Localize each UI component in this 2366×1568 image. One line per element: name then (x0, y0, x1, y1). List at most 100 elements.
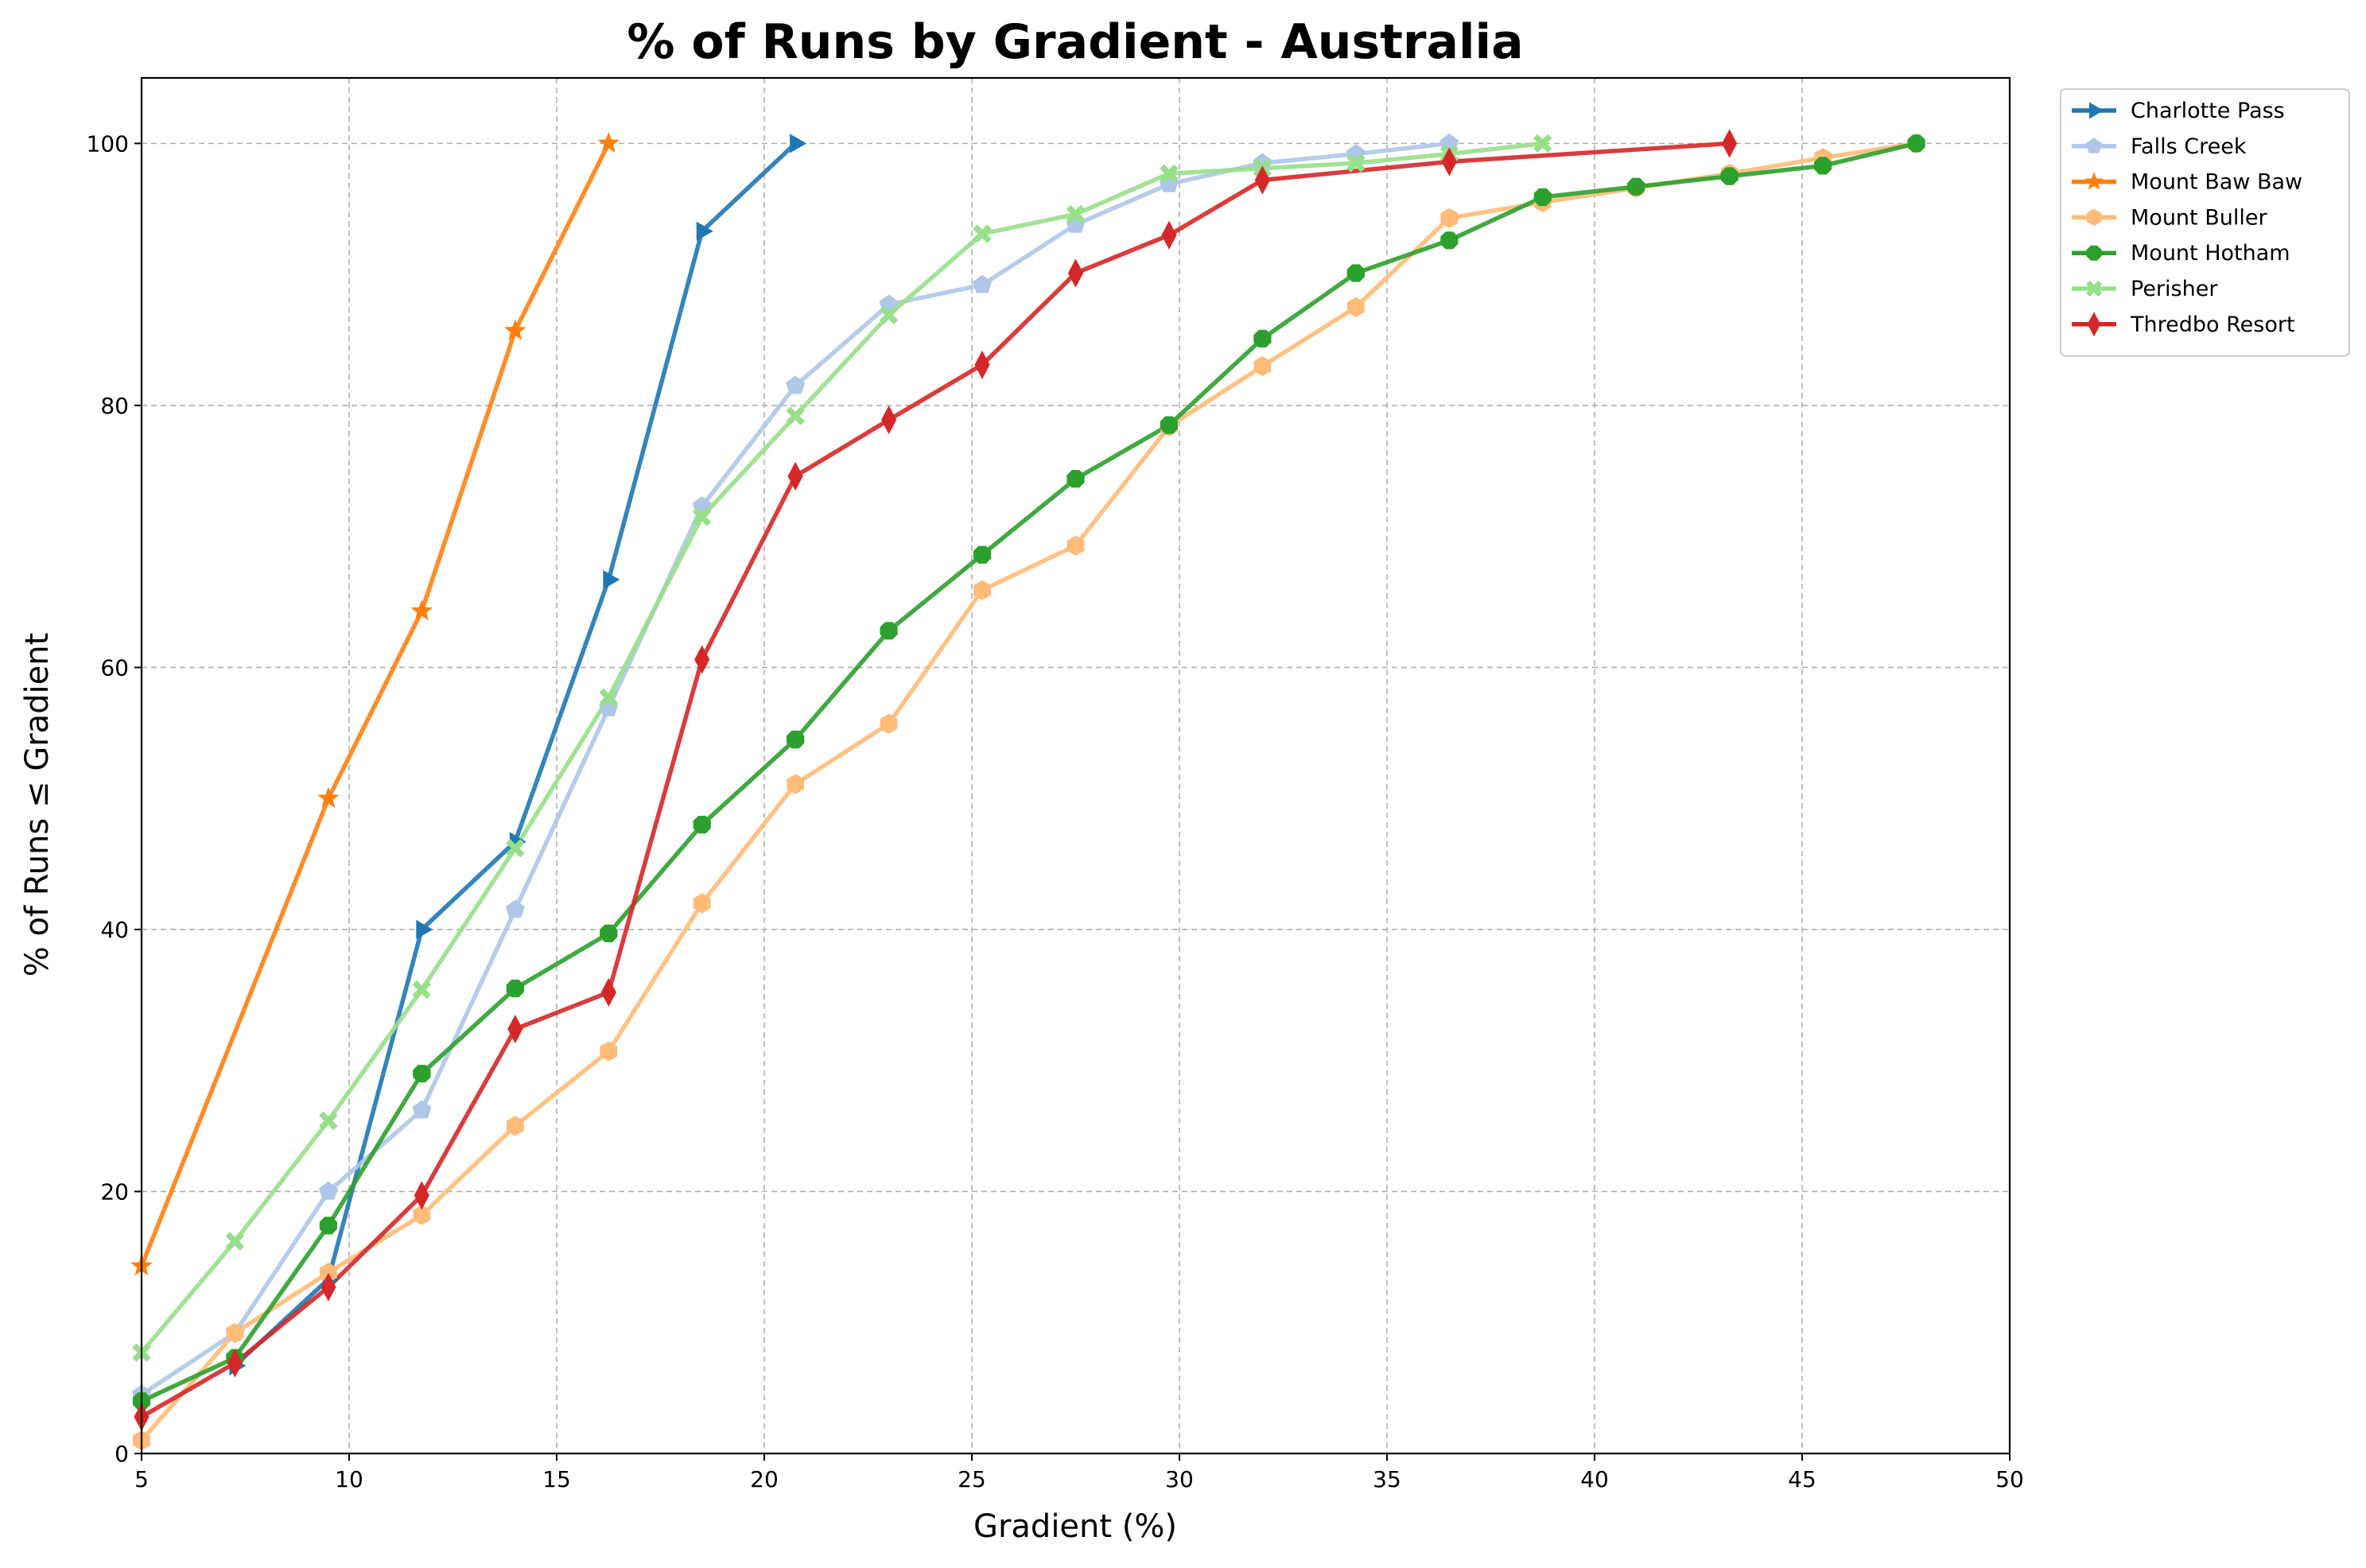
data-point-perisher (879, 305, 899, 324)
data-point-mount-hotham (600, 924, 618, 942)
legend-marker-mount-baw-baw (2084, 172, 2104, 190)
data-point-mount-hotham (1627, 177, 1645, 196)
data-point-mount-baw-baw (597, 131, 620, 153)
series-line-mount-hotham (139, 141, 1919, 1403)
x-tick-label: 50 (1995, 1466, 2024, 1492)
data-point-charlotte-pass (416, 919, 433, 940)
data-point-mount-hotham (1440, 231, 1459, 250)
legend-marker-mount-hotham (2086, 245, 2102, 261)
data-point-mount-hotham (693, 816, 711, 834)
data-point-mount-hotham (506, 980, 524, 998)
legend-frame (2060, 88, 2350, 357)
x-axis: 5 10 15 20 25 30 35 40 45 50 (134, 1454, 2024, 1492)
series-line-perisher (139, 141, 1545, 1355)
data-point-thredbo-resort (600, 977, 616, 1007)
data-point-charlotte-pass (790, 134, 807, 153)
data-point-mount-buller (506, 1116, 524, 1136)
x-tick-label: 10 (335, 1466, 363, 1492)
data-point-thredbo-resort (694, 645, 710, 674)
y-tick-label: 80 (100, 393, 129, 419)
data-point-perisher (692, 507, 712, 526)
data-point-mount-buller (973, 580, 991, 600)
data-point-perisher (1160, 164, 1179, 184)
data-point-mount-baw-baw (410, 600, 433, 621)
data-point-perisher (225, 1232, 245, 1251)
data-point-perisher (973, 224, 992, 243)
legend-label-mount-buller: Mount Buller (2131, 205, 2267, 230)
data-point-mount-hotham (787, 730, 805, 749)
data-point-mount-buller (1440, 208, 1459, 228)
legend-label-falls-creek: Falls Creek (2131, 134, 2247, 159)
data-point-mount-buller (226, 1322, 244, 1343)
data-point-thredbo-resort (1722, 129, 1738, 158)
data-point-thredbo-resort (974, 350, 990, 379)
data-point-mount-buller (413, 1205, 431, 1225)
x-tick-label: 5 (134, 1466, 149, 1492)
data-point-mount-buller (1253, 355, 1272, 377)
data-point-perisher (599, 688, 619, 708)
data-point-falls-creek (786, 375, 806, 394)
x-tick-label: 20 (750, 1466, 779, 1492)
data-point-perisher (1533, 134, 1552, 153)
data-point-thredbo-resort (321, 1272, 336, 1302)
data-point-thredbo-resort (787, 461, 803, 491)
data-point-perisher (1346, 153, 1366, 173)
data-point-mount-hotham (319, 1217, 337, 1235)
x-tick-label: 30 (1165, 1466, 1194, 1492)
y-tick-label: 100 (87, 130, 129, 157)
x-tick-label: 40 (1580, 1466, 1609, 1492)
data-point-falls-creek (973, 274, 993, 293)
data-point-thredbo-resort (507, 1015, 523, 1044)
data-point-falls-creek (412, 1100, 432, 1119)
data-point-mount-hotham (1814, 157, 1832, 175)
data-point-falls-creek (505, 899, 525, 918)
data-point-thredbo-resort (1161, 220, 1177, 250)
legend-marker-charlotte-pass (2089, 102, 2104, 119)
legend-label-thredbo-resort: Thredbo Resort (2130, 312, 2295, 337)
y-tick-label: 20 (100, 1178, 129, 1205)
data-point-mount-buller (1347, 297, 1365, 317)
data-point-mount-hotham (973, 545, 992, 564)
y-tick-label: 40 (100, 917, 129, 943)
x-tick-label: 15 (542, 1466, 571, 1492)
x-tick-label: 35 (1373, 1466, 1401, 1492)
y-axis-label: % of Runs ≤ Gradient (19, 633, 56, 977)
data-point-mount-hotham (880, 622, 898, 640)
data-point-thredbo-resort (1254, 165, 1270, 195)
data-point-charlotte-pass (696, 221, 713, 241)
legend-marker-thredbo-resort (2087, 312, 2101, 337)
data-point-mount-buller (880, 713, 898, 734)
legend-marker-falls-creek (2085, 137, 2103, 153)
data-point-thredbo-resort (1067, 258, 1084, 288)
data-point-mount-buller (600, 1041, 618, 1062)
data-point-mount-hotham (1066, 470, 1085, 488)
data-point-mount-hotham (1346, 264, 1365, 282)
data-point-thredbo-resort (1441, 147, 1457, 177)
data-point-perisher (319, 1111, 338, 1131)
series-markers (130, 129, 1925, 1451)
data-point-thredbo-resort (227, 1349, 243, 1378)
data-point-mount-hotham (1160, 416, 1179, 434)
data-point-mount-baw-baw (317, 786, 340, 808)
legend-label-mount-hotham: Mount Hotham (2131, 241, 2290, 266)
data-point-perisher (412, 980, 432, 999)
y-tick-label: 0 (115, 1441, 129, 1467)
data-point-mount-hotham (1533, 188, 1552, 207)
data-point-thredbo-resort (414, 1181, 429, 1210)
data-point-perisher (786, 406, 805, 425)
x-tick-label: 45 (1788, 1466, 1816, 1492)
data-point-falls-creek (318, 1181, 338, 1200)
data-point-mount-baw-baw (504, 319, 526, 340)
data-point-mount-hotham (1907, 134, 1925, 153)
data-point-mount-buller (787, 774, 804, 794)
plot-frame (140, 76, 2011, 1455)
data-point-mount-hotham (1720, 167, 1739, 185)
x-axis-label: Gradient (%) (973, 1508, 1177, 1545)
data-point-mount-hotham (1253, 329, 1272, 347)
data-point-mount-hotham (413, 1065, 431, 1083)
legend-marker-mount-buller (2086, 208, 2102, 227)
data-point-mount-buller (693, 893, 711, 914)
legend-label-perisher: Perisher (2131, 277, 2218, 301)
data-point-perisher (506, 839, 525, 858)
